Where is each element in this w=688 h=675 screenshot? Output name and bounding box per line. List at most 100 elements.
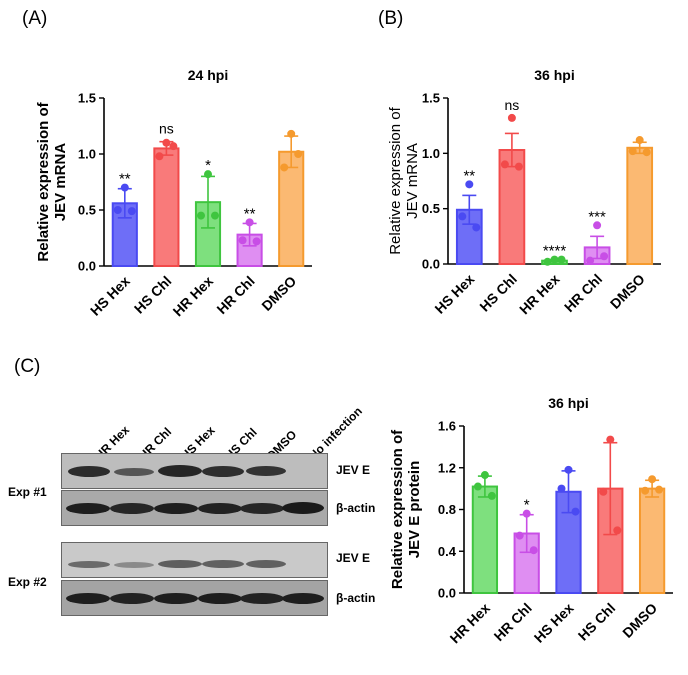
data-point xyxy=(245,218,254,227)
data-point xyxy=(635,136,644,145)
data-point xyxy=(155,152,164,161)
bar xyxy=(626,146,654,265)
blot-row-label: JEV E xyxy=(336,551,371,565)
significance-label: ** xyxy=(119,171,131,188)
data-point xyxy=(571,507,580,516)
x-tick-label: HR Hex xyxy=(516,271,563,318)
data-point xyxy=(472,223,481,232)
data-point xyxy=(465,180,474,189)
blot-strip-exp2-actin xyxy=(61,580,328,616)
y-tick-label: 1.5 xyxy=(78,91,96,106)
blot-strip-exp1-actin xyxy=(61,490,328,526)
bar xyxy=(153,147,180,267)
significance-label: **** xyxy=(543,243,567,260)
data-point xyxy=(648,475,657,484)
y-tick-label: 1.0 xyxy=(78,147,96,162)
data-point xyxy=(557,484,566,493)
blot-band xyxy=(66,593,110,604)
blot-strip-exp2-jev-e xyxy=(61,542,328,578)
blot-row-label: β-actin xyxy=(336,591,376,605)
data-point xyxy=(287,129,296,138)
y-tick-label: 1.6 xyxy=(438,419,456,434)
y-axis-label: Relative expression ofJEV E protein xyxy=(389,429,423,589)
significance-label: *** xyxy=(588,208,606,225)
data-point xyxy=(606,435,615,444)
blot-row-label: β-actin xyxy=(336,501,376,515)
blot-band xyxy=(114,562,154,568)
blot-experiment-label: Exp #1 xyxy=(8,485,47,499)
data-point xyxy=(529,546,538,555)
data-point xyxy=(211,211,219,220)
y-axis-label: Relative expression ofJEV mRNA xyxy=(35,101,69,261)
data-point xyxy=(169,142,178,151)
blot-band xyxy=(158,465,202,477)
data-point xyxy=(599,487,608,496)
chart-title: 24 hpi xyxy=(188,67,228,83)
y-tick-label: 0.4 xyxy=(438,544,457,559)
data-point xyxy=(593,221,602,230)
blot-experiment-label: Exp #2 xyxy=(8,575,47,589)
y-tick-label: 1.5 xyxy=(422,91,440,106)
y-tick-label: 0.5 xyxy=(78,203,96,218)
data-point xyxy=(197,211,205,220)
x-tick-label: HR Chl xyxy=(561,271,605,315)
x-tick-label: DMSO xyxy=(619,600,660,641)
blot-band xyxy=(240,503,284,514)
data-point xyxy=(514,162,523,171)
y-tick-label: 1.2 xyxy=(438,460,456,475)
blot-band xyxy=(246,466,286,476)
significance-label: ns xyxy=(159,121,174,137)
data-point xyxy=(613,526,622,535)
data-point xyxy=(655,485,664,494)
significance-label: ** xyxy=(463,167,475,184)
blot-row-label: JEV E xyxy=(336,463,371,477)
bar xyxy=(638,487,666,594)
data-point xyxy=(252,237,261,246)
blot-band xyxy=(66,503,110,514)
y-axis-label: Relative expression ofJEV mRNA xyxy=(387,106,421,254)
data-point xyxy=(204,170,212,179)
blot-band xyxy=(154,503,198,514)
y-tick-label: 0.0 xyxy=(438,586,456,601)
chart-24hpi-mrna: 24 hpi Relative expression ofJEV mRNA 0.0 0… xyxy=(35,67,312,320)
x-tick-label: HR Chl xyxy=(213,273,257,317)
data-point xyxy=(586,256,595,265)
blot-band xyxy=(246,560,286,568)
blot-band xyxy=(110,593,154,604)
blot-band xyxy=(154,593,198,604)
blot-band xyxy=(198,593,242,604)
data-point xyxy=(238,236,247,245)
data-point xyxy=(500,160,509,169)
significance-label: ** xyxy=(244,205,256,222)
significance-label: * xyxy=(524,497,530,514)
x-tick-label: HR Hex xyxy=(170,273,217,320)
chart-title: 36 hpi xyxy=(548,395,588,411)
x-tick-label: HR Hex xyxy=(446,600,493,647)
x-tick-label: HR Chl xyxy=(491,600,535,644)
x-tick-label: DMSO xyxy=(607,271,648,312)
data-point xyxy=(543,257,552,266)
data-point xyxy=(515,531,524,540)
blot-band xyxy=(240,593,284,604)
blot-band xyxy=(282,502,324,514)
blot-band xyxy=(68,466,110,477)
x-tick-label: HS Chl xyxy=(476,271,520,315)
significance-label: ns xyxy=(505,97,520,113)
y-tick-label: 0.0 xyxy=(422,257,440,272)
data-point xyxy=(294,150,303,158)
data-point xyxy=(550,255,559,264)
data-point xyxy=(487,491,496,500)
x-tick-label: HS Hex xyxy=(531,600,577,646)
data-point xyxy=(473,482,482,491)
data-point xyxy=(162,138,171,147)
data-point xyxy=(458,212,467,221)
panel-label-c: (C) xyxy=(14,356,41,377)
blot-band xyxy=(158,560,202,568)
significance-label: * xyxy=(205,157,211,174)
blot-band xyxy=(202,466,244,477)
data-point xyxy=(564,465,573,474)
x-tick-label: HS Hex xyxy=(431,271,477,317)
blot-strip-exp1-jev-e xyxy=(61,453,328,489)
data-point xyxy=(557,255,566,264)
